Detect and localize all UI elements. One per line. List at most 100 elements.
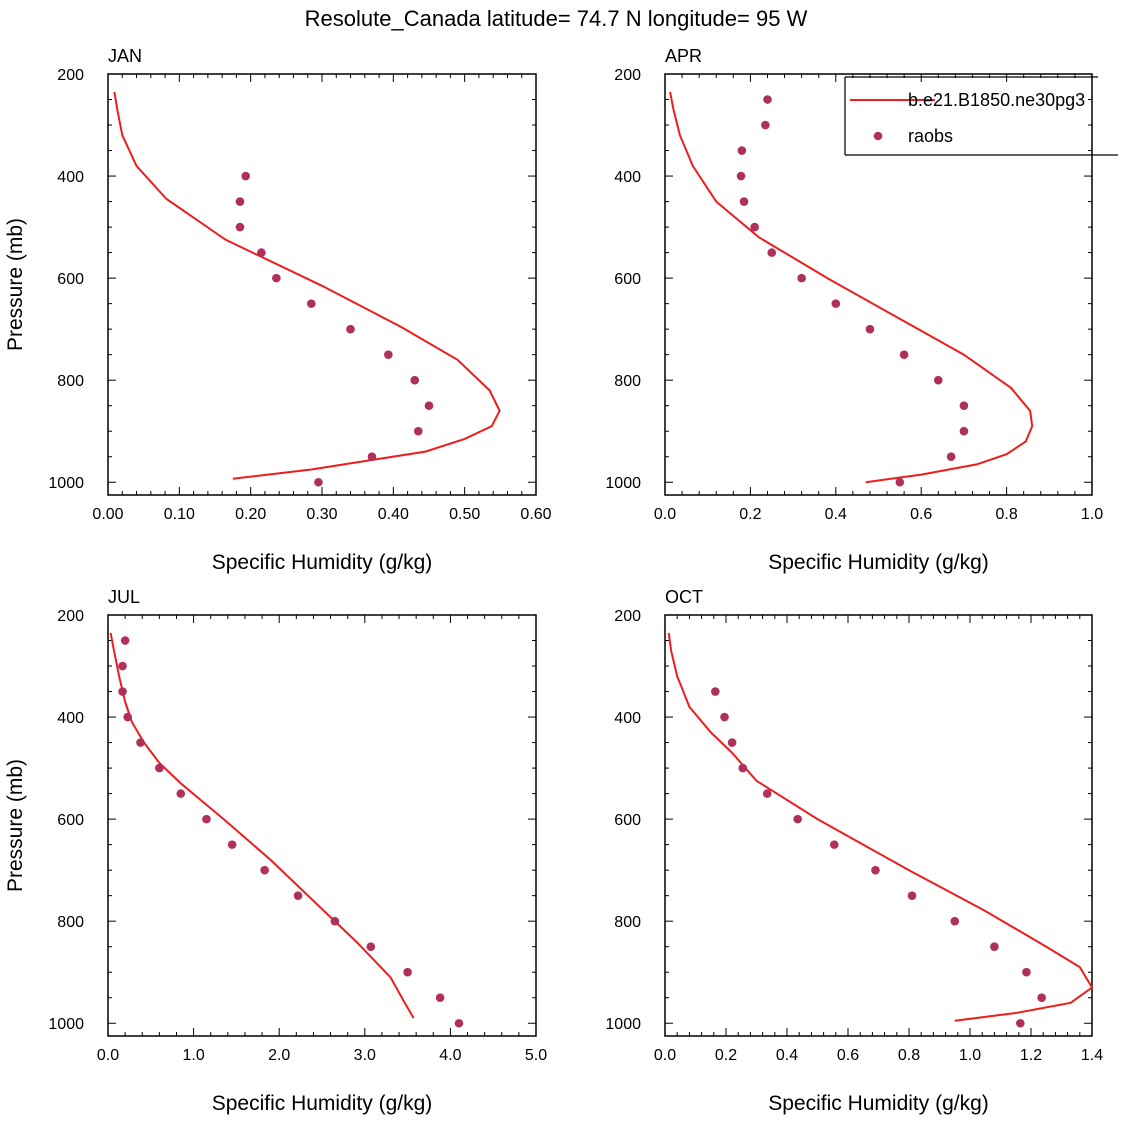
raobs-point [907,891,917,900]
model-line [669,91,1034,484]
panel-jan: 0.00 0.10 0.20 0.30 0.40 0.50 0.60 200 400 600 800… [4,46,552,574]
raobs-point [899,350,909,359]
raobs-point [865,324,875,334]
x-tick-label: 0.50 [449,506,480,523]
panel-label: JAN [108,46,142,66]
y-tick-label: 800 [614,373,641,390]
y-tick-label: 600 [614,271,641,288]
y-tick-label: 200 [614,67,641,84]
raobs-point [946,452,956,462]
y-tick-label: 600 [614,812,641,829]
x-tick-label: 0.60 [520,506,551,523]
x-axis-label: Specific Humidity (g/kg) [212,1092,433,1115]
raobs-point [241,171,250,181]
raobs-point [118,687,127,696]
y-tick-label: 400 [614,169,641,186]
raobs-point [118,661,127,671]
figure-title: Resolute_Canada latitude= 74.7 N longitu… [305,6,808,31]
raobs-point [895,477,905,487]
raobs-point [410,375,420,385]
x-tick-label: 0.4 [825,506,847,523]
raobs-point [990,942,999,951]
y-tick-label: 200 [57,67,84,84]
y-tick-label: 1000 [605,475,641,492]
panel-oct: 0.0 0.2 0.4 0.6 0.8 1.0 1.2 1.4 200 400 600 800 1000… [605,587,1103,1115]
x-tick-label: 0.2 [715,1047,737,1064]
raobs-point [797,273,806,283]
raobs-point [831,299,841,308]
x-tick-label: 5.0 [525,1047,547,1064]
y-tick-label: 1000 [48,475,84,492]
x-tick-label: 4.0 [439,1047,461,1064]
y-tick-label: 800 [614,914,641,931]
raobs-point [257,248,266,257]
x-tick-label: 0.4 [776,1047,798,1064]
x-tick-label: 2.0 [268,1047,290,1064]
y-tick-label: 400 [57,169,84,186]
raobs-point [136,738,145,747]
raobs-point [762,789,772,798]
y-axis-label: Pressure (mb) [4,759,27,892]
raobs-point [202,814,211,824]
raobs-point [739,197,749,206]
raobs-point [120,636,130,645]
model-line [667,632,1094,1022]
raobs-point [235,222,245,232]
raobs-point [424,401,434,410]
raobs-point [293,891,303,900]
raobs-point [727,738,737,747]
raobs-point [736,171,746,181]
y-tick-label: 400 [614,710,641,727]
panel-label: OCT [665,587,703,607]
plot-frame [107,73,537,496]
panel-label: APR [665,46,702,66]
raobs-point [307,299,316,308]
raobs-point [346,324,355,334]
x-tick-label: 0.2 [739,506,761,523]
x-tick-label: 1.0 [1081,506,1103,523]
raobs-point [435,993,445,1003]
raobs-point [1022,967,1031,977]
raobs-point [950,916,960,926]
raobs-point [1037,993,1046,1003]
y-tick-label: 1000 [48,1016,84,1033]
raobs-point [272,273,281,283]
raobs-point [763,95,772,104]
raobs-point [793,814,802,824]
x-axis-label: Specific Humidity (g/kg) [768,551,989,574]
y-tick-label: 200 [614,608,641,625]
raobs-point [959,426,969,436]
x-tick-label: 0.00 [92,506,123,523]
x-tick-label: 0.20 [235,506,266,523]
raobs-point [829,840,839,849]
legend-model-label: b.e21.B1850.ne30pg3 [908,90,1085,110]
raobs-point [227,840,237,849]
raobs-point [367,452,377,462]
x-axis-label: Specific Humidity (g/kg) [768,1092,989,1115]
x-tick-label: 1.0 [959,1047,981,1064]
raobs-point [750,222,759,232]
plot-frame [664,73,1093,496]
raobs-point [738,763,748,773]
raobs-point [761,120,770,130]
raobs-point [366,942,376,951]
legend-obs-label: raobs [908,126,953,146]
y-tick-label: 800 [57,914,84,931]
x-tick-label: 1.4 [1081,1047,1103,1064]
y-tick-label: 1000 [605,1016,641,1033]
raobs-point [711,687,720,696]
x-tick-label: 1.0 [182,1047,204,1064]
raobs-point [720,712,729,722]
raobs-point [1016,1018,1025,1028]
y-axis-label: Pressure (mb) [4,218,27,351]
raobs-point [123,712,132,722]
raobs-point [737,146,747,155]
raobs-point [176,789,186,798]
x-tick-label: 0.6 [910,506,932,523]
raobs-point [454,1018,464,1028]
x-tick-label: 1.2 [1020,1047,1042,1064]
x-tick-label: 0.0 [654,1047,676,1064]
x-tick-label: 0.30 [306,506,337,523]
y-tick-label: 200 [57,608,84,625]
